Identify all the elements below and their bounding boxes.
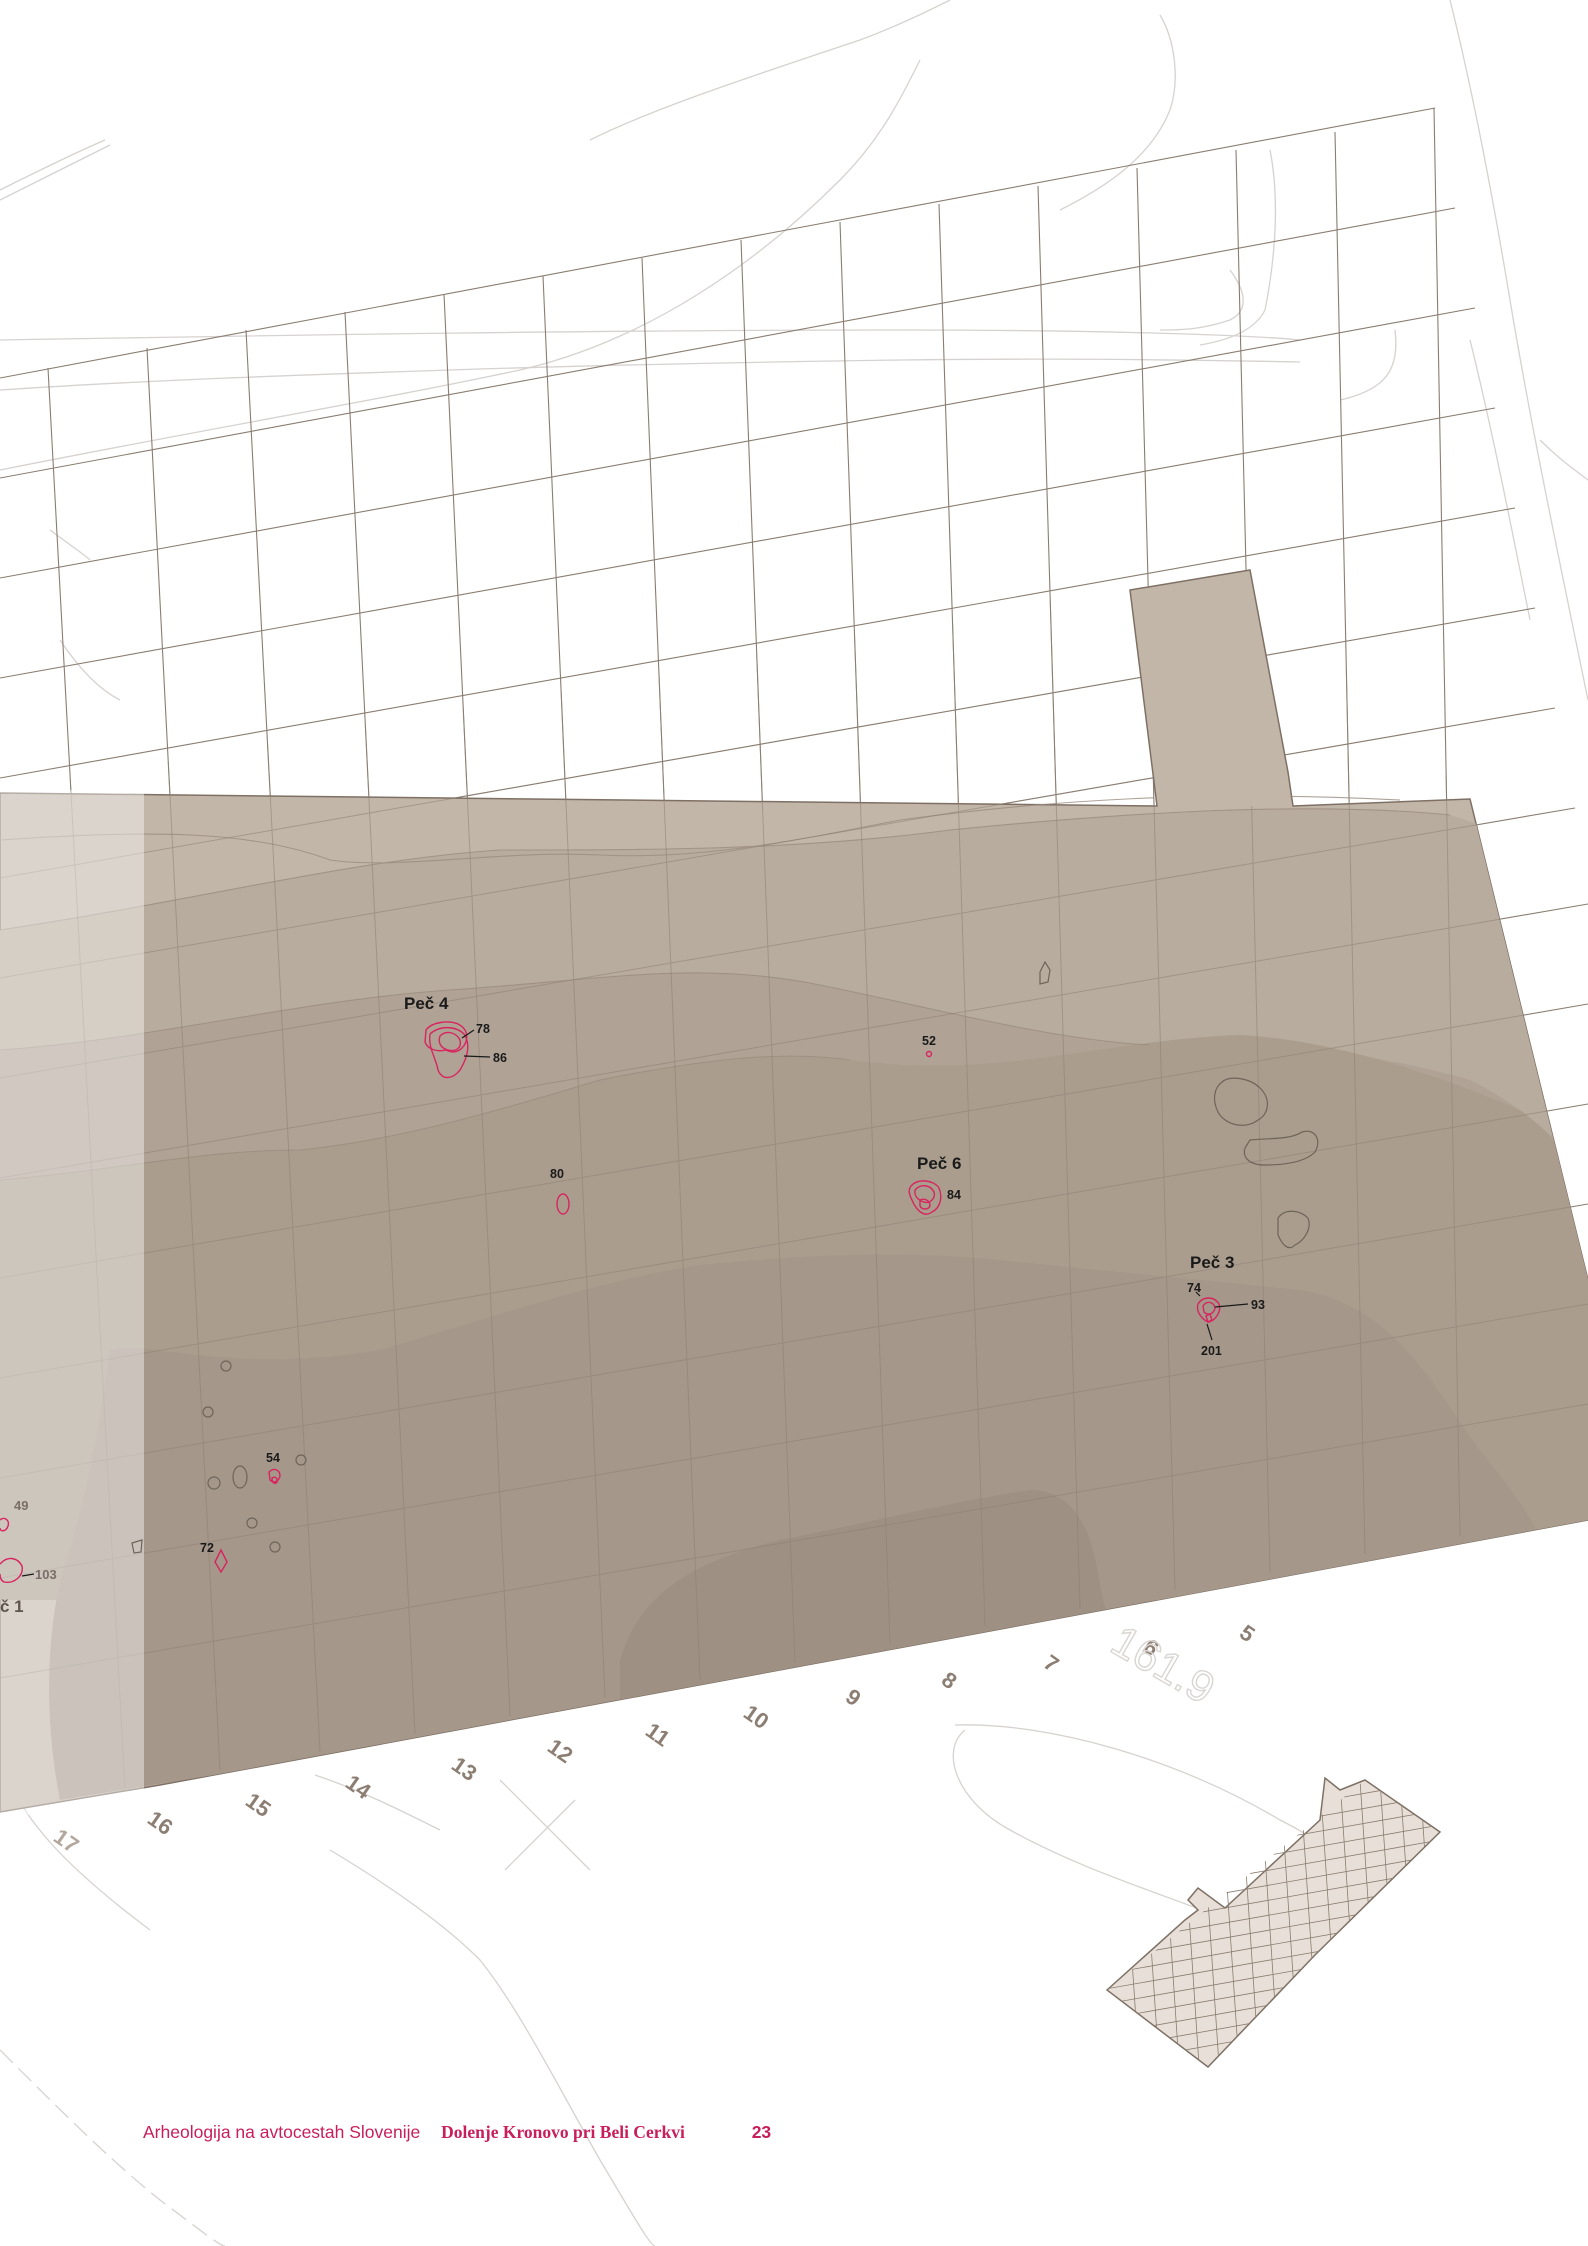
red-features	[0, 1021, 1221, 1583]
feature-103-outline	[0, 1557, 23, 1583]
feature-72-outline	[214, 1548, 228, 1574]
site-overview-inset	[1105, 1776, 1442, 2069]
grid-number-8: 8	[937, 1667, 961, 1695]
grid-number-17: 17	[49, 1824, 83, 1859]
feature-number-84: 84	[947, 1188, 961, 1202]
feature-numbers: 78 86 84 74 93 201 103 52 80 54 72 49	[14, 1022, 1265, 1582]
feature-number-80: 80	[550, 1167, 564, 1181]
faded-left-strip	[0, 790, 144, 1815]
feature-number-52: 52	[922, 1034, 936, 1048]
feature-number-72: 72	[200, 1541, 214, 1555]
page-number: 23	[751, 2122, 772, 2142]
grid-number-15: 15	[241, 1788, 275, 1823]
contour-zone-4	[49, 1254, 1542, 1800]
grid-number-10: 10	[739, 1700, 773, 1735]
grid-number-9: 9	[841, 1684, 865, 1712]
oven-label-pec-6: Peč 6	[917, 1154, 961, 1173]
feature-number-93: 93	[1251, 1298, 1265, 1312]
feature-80-outline	[556, 1193, 570, 1215]
feature-84-outline	[908, 1180, 942, 1215]
feature-93-outline	[1196, 1297, 1221, 1323]
feature-86-outline	[428, 1026, 469, 1079]
oven-label-pec-3: Peč 3	[1190, 1253, 1234, 1272]
grid-number-12: 12	[543, 1734, 577, 1769]
grey-features	[131, 960, 1319, 1554]
feature-number-49: 49	[14, 1498, 28, 1513]
oven-label-pec-1: č 1	[0, 1597, 24, 1616]
feature-number-86: 86	[493, 1051, 507, 1065]
feature-number-103: 103	[35, 1567, 57, 1582]
contour-zone-5	[620, 1490, 1110, 1700]
footer-title: Dolenje Kronovo pri Beli Cerkvi	[441, 2122, 685, 2142]
excavation-area	[0, 569, 1588, 1815]
page-footer: Arheologija na avtocestah Slovenije Dole…	[143, 2122, 771, 2143]
feature-number-74: 74	[1187, 1281, 1201, 1295]
feature-78-outline	[424, 1021, 468, 1053]
grid-number-7: 7	[1039, 1650, 1063, 1678]
leader-lines	[21, 1029, 1249, 1577]
oven-label-pec-4: Peč 4	[404, 994, 449, 1013]
grid-number-13: 13	[447, 1752, 481, 1787]
grid-number-5: 5	[1235, 1620, 1259, 1648]
oven-labels: Peč 4 Peč 6 Peč 3 č 1	[0, 994, 1234, 1616]
footer-series: Arheologija na avtocestah Slovenije	[143, 2122, 421, 2142]
grid-number-11: 11	[641, 1718, 674, 1752]
feature-52-outline	[925, 1050, 933, 1058]
grid-number-16: 16	[143, 1806, 177, 1841]
grid-number-14: 14	[341, 1770, 376, 1805]
feature-number-78: 78	[476, 1022, 490, 1036]
feature-49-outline	[0, 1517, 10, 1532]
feature-number-54: 54	[266, 1451, 280, 1465]
elevation-label: 161.9	[1103, 1616, 1223, 1713]
feature-number-201: 201	[1201, 1344, 1222, 1358]
